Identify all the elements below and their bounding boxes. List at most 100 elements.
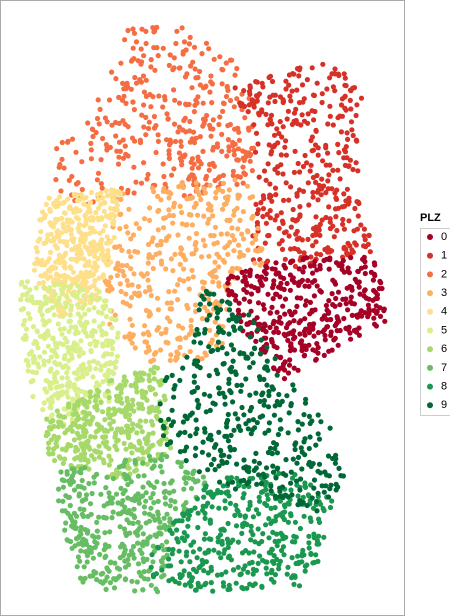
postcode-dot xyxy=(216,264,222,270)
postcode-dot xyxy=(80,350,86,356)
postcode-dot xyxy=(255,560,261,567)
legend-key xyxy=(427,234,433,240)
postcode-dot xyxy=(274,213,280,219)
postcode-dot xyxy=(124,404,130,410)
postcode-dot xyxy=(162,181,168,187)
postcode-dot xyxy=(201,487,207,493)
postcode-dot xyxy=(247,502,253,508)
postcode-dot xyxy=(90,217,96,223)
postcode-dot xyxy=(235,508,241,515)
postcode-dot xyxy=(140,73,147,79)
postcode-dot xyxy=(114,353,120,359)
postcode-dot xyxy=(289,121,295,127)
postcode-dot xyxy=(313,357,319,363)
postcode-dot xyxy=(98,424,105,431)
postcode-dot xyxy=(208,133,214,139)
postcode-dot xyxy=(130,402,136,408)
postcode-dot xyxy=(278,152,284,158)
postcode-dot xyxy=(85,513,91,520)
postcode-dot xyxy=(280,303,286,309)
postcode-dot xyxy=(46,256,52,262)
postcode-dot xyxy=(225,586,231,593)
postcode-dot xyxy=(254,315,260,321)
postcode-dot xyxy=(189,222,195,228)
postcode-dot xyxy=(289,555,295,561)
postcode-dot xyxy=(125,495,131,501)
legend-label: 2 xyxy=(441,268,447,280)
postcode-dot xyxy=(209,504,215,510)
postcode-dot xyxy=(48,419,54,425)
postcode-dot xyxy=(222,394,228,400)
postcode-dot xyxy=(87,389,93,395)
postcode-dot xyxy=(120,80,126,86)
postcode-dot xyxy=(64,375,70,381)
postcode-dot xyxy=(240,164,246,170)
postcode-dot xyxy=(21,306,27,312)
postcode-dot xyxy=(269,266,275,272)
postcode-dot xyxy=(61,414,67,420)
postcode-dot xyxy=(258,481,264,487)
postcode-dot xyxy=(92,249,98,255)
postcode-dot xyxy=(191,109,197,115)
postcode-dot xyxy=(319,91,325,97)
postcode-dot xyxy=(182,475,188,481)
postcode-dot xyxy=(177,377,183,383)
postcode-dot xyxy=(102,427,108,433)
postcode-dot xyxy=(154,327,160,333)
postcode-dot xyxy=(192,453,198,459)
postcode-dot xyxy=(133,371,139,377)
postcode-dot xyxy=(113,432,119,438)
postcode-dot xyxy=(318,192,324,198)
postcode-dot xyxy=(251,122,257,128)
postcode-dot xyxy=(83,221,89,227)
postcode-dot xyxy=(338,102,345,108)
postcode-dot xyxy=(211,291,217,297)
postcode-dot xyxy=(186,41,192,47)
postcode-dot xyxy=(235,146,241,152)
postcode-dot xyxy=(245,426,251,432)
postcode-dot xyxy=(225,417,231,423)
postcode-dot xyxy=(272,538,278,545)
postcode-dot xyxy=(169,372,175,378)
postcode-dot xyxy=(77,319,83,325)
postcode-dot xyxy=(320,505,326,512)
postcode-dot xyxy=(250,360,256,366)
postcode-dot xyxy=(326,172,332,178)
postcode-dot xyxy=(179,221,185,227)
postcode-dot xyxy=(221,201,227,208)
postcode-dot xyxy=(103,586,109,593)
postcode-dot xyxy=(230,567,237,573)
postcode-dot xyxy=(234,275,241,281)
postcode-dot xyxy=(138,46,144,52)
postcode-dot xyxy=(154,479,160,485)
postcode-dot xyxy=(265,404,272,410)
postcode-dot xyxy=(352,205,358,212)
postcode-dot xyxy=(232,85,238,91)
postcode-dot xyxy=(224,433,230,439)
postcode-dot xyxy=(226,553,232,559)
postcode-dot xyxy=(184,533,190,539)
postcode-dot xyxy=(273,475,279,481)
postcode-dot xyxy=(318,252,324,258)
postcode-dot xyxy=(77,575,84,581)
postcode-dot xyxy=(168,352,174,358)
postcode-dot xyxy=(166,195,172,201)
postcode-dot xyxy=(207,520,213,526)
postcode-dot xyxy=(194,326,200,333)
postcode-dot xyxy=(107,529,113,535)
postcode-dot xyxy=(294,228,300,234)
postcode-dot xyxy=(373,323,379,329)
postcode-dot xyxy=(210,117,216,123)
postcode-dot xyxy=(82,277,88,283)
postcode-dot xyxy=(179,162,185,168)
postcode-dot xyxy=(69,344,75,350)
postcode-dot xyxy=(155,227,161,233)
postcode-dot xyxy=(217,532,224,538)
postcode-dot xyxy=(263,465,270,471)
postcode-dot xyxy=(66,404,72,410)
postcode-dot xyxy=(253,465,259,471)
postcode-dot xyxy=(48,437,55,443)
postcode-dot xyxy=(193,246,199,253)
postcode-dot xyxy=(119,426,125,432)
postcode-dot xyxy=(202,582,208,588)
